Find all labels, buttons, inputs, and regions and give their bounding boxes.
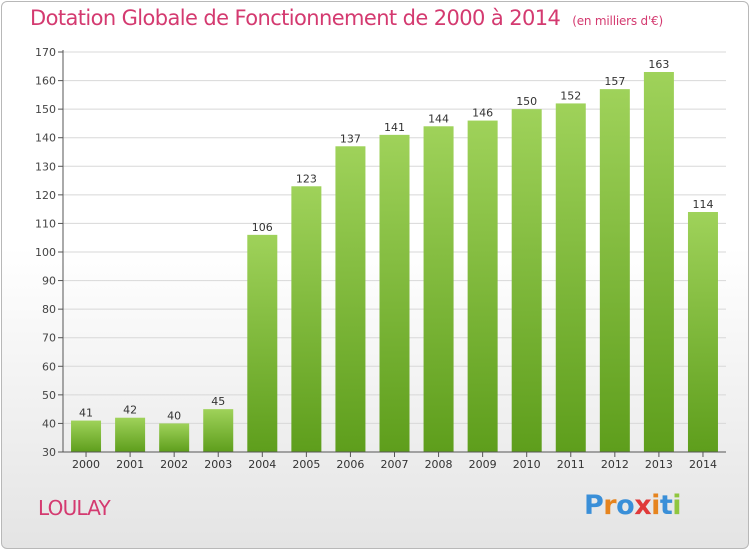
bar — [643, 72, 674, 452]
x-tick-label: 2005 — [292, 458, 320, 471]
chart-title: Dotation Globale de Fonctionnement de 20… — [30, 6, 663, 30]
x-tick-label: 2007 — [381, 458, 409, 471]
bar-value-label: 45 — [211, 395, 225, 408]
y-tick-label: 70 — [42, 332, 56, 345]
bar — [247, 234, 278, 452]
logo-letter: x — [634, 490, 652, 521]
bar — [687, 212, 718, 452]
commune-name: LOULAY — [38, 496, 111, 520]
bar-value-label: 137 — [340, 132, 361, 145]
y-tick-label: 50 — [42, 389, 56, 402]
y-tick-label: 100 — [35, 246, 56, 259]
x-tick-label: 2008 — [425, 458, 453, 471]
proxiti-logo: Proxiti — [584, 490, 682, 521]
x-tick-label: 2014 — [689, 458, 717, 471]
y-tick-label: 110 — [35, 217, 56, 230]
logo-letter: t — [659, 490, 673, 521]
bar — [203, 409, 234, 452]
y-tick-label: 80 — [42, 303, 56, 316]
y-tick-label: 90 — [42, 275, 56, 288]
bar — [115, 417, 146, 452]
axes — [62, 50, 726, 453]
logo-letter: i — [672, 490, 682, 521]
y-tick-label: 120 — [35, 189, 56, 202]
y-tick-label: 140 — [35, 132, 56, 145]
y-tick-label: 30 — [42, 446, 56, 459]
bar — [555, 103, 586, 452]
bar — [423, 126, 454, 453]
bars: 41 42 40 45 106 123 137 141 144 146 150 152 157 163 11… — [71, 58, 718, 453]
x-tick-label: 2006 — [336, 458, 364, 471]
y-tick-label: 60 — [42, 360, 56, 373]
bar — [71, 420, 102, 452]
bar-value-label: 40 — [167, 409, 181, 422]
x-tick-label: 2010 — [513, 458, 541, 471]
x-tick-label: 2009 — [469, 458, 497, 471]
y-tick-label: 40 — [42, 417, 56, 430]
x-tick-label: 2002 — [160, 458, 188, 471]
logo-letter: P — [584, 490, 604, 521]
bar — [379, 134, 410, 452]
bar-value-label: 146 — [472, 107, 493, 120]
x-tick-label: 2000 — [72, 458, 100, 471]
y-tick-label: 170 — [35, 46, 56, 59]
bar-value-label: 141 — [384, 121, 405, 134]
bar — [467, 120, 498, 453]
logo-letter: o — [616, 490, 635, 521]
bar-value-label: 114 — [692, 198, 713, 211]
logo-letter: r — [603, 490, 617, 521]
y-axis-ticks: 30 40 50 60 70 80 90 100 110 120 130 140 150 160 170 — [35, 46, 63, 459]
x-tick-label: 2012 — [601, 458, 629, 471]
x-tick-label: 2004 — [248, 458, 276, 471]
x-tick-label: 2013 — [645, 458, 673, 471]
x-tick-label: 2003 — [204, 458, 232, 471]
bar — [599, 89, 630, 453]
bar-value-label: 123 — [296, 172, 317, 185]
x-tick-label: 2011 — [557, 458, 585, 471]
y-tick-label: 150 — [35, 103, 56, 116]
bar — [291, 186, 322, 453]
bar-value-label: 157 — [604, 75, 625, 88]
y-tick-label: 160 — [35, 75, 56, 88]
y-tick-label: 130 — [35, 160, 56, 173]
bar-value-label: 152 — [560, 89, 581, 102]
chart-title-text: Dotation Globale de Fonctionnement de 20… — [30, 6, 561, 30]
bar-value-label: 41 — [79, 407, 93, 420]
x-tick-label: 2001 — [116, 458, 144, 471]
bar-value-label: 163 — [648, 58, 669, 71]
logo-letter: i — [651, 490, 660, 521]
bar-value-label: 144 — [428, 112, 449, 125]
bar-value-label: 106 — [252, 221, 273, 234]
bar — [335, 146, 366, 453]
bar-value-label: 150 — [516, 95, 537, 108]
bar — [159, 423, 190, 452]
chart-unit-label: (en milliers d'€) — [572, 14, 663, 28]
bar-value-label: 42 — [123, 404, 137, 417]
bar — [511, 109, 542, 453]
x-axis-ticks: 2000 2001 2002 2003 2004 2005 2006 2007 2008 2009… — [72, 452, 717, 471]
